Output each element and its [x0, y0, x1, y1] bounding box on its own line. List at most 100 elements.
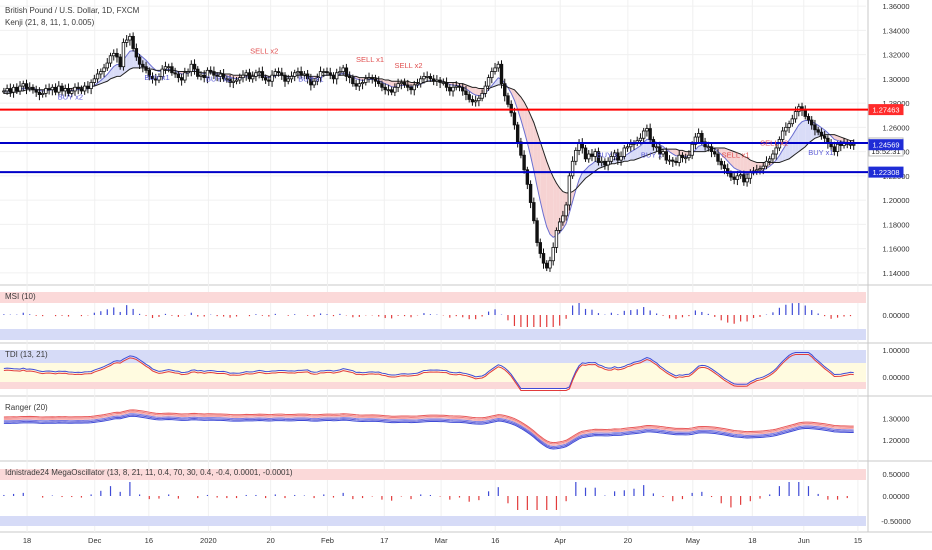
candle-body	[622, 147, 626, 157]
candle-body	[835, 143, 840, 152]
ranger-band	[3, 414, 854, 449]
ranger-band	[3, 415, 854, 450]
cloud-segment	[834, 134, 838, 141]
y-tick-label: 1.30000	[882, 75, 909, 84]
x-tick-label: 16	[491, 536, 499, 545]
signal-label: BUY x	[641, 151, 662, 160]
candle-body	[228, 78, 232, 83]
candle-body	[574, 149, 578, 162]
chart-title: British Pound / U.S. Dollar, 1D, FXCM	[5, 6, 140, 15]
candle-body	[305, 73, 310, 80]
candle-body	[557, 221, 562, 231]
ranger-band	[3, 410, 854, 445]
indicator-panes[interactable]: MSI (10) TDI (13, 21) Ranger (20) Idnistrad…	[0, 292, 866, 526]
candle-body	[470, 99, 475, 103]
cloud-segment	[789, 135, 793, 159]
price-tag	[868, 166, 904, 178]
candle-body	[745, 177, 749, 183]
zone-band	[0, 292, 866, 303]
y-tick-label: 1.20000	[882, 196, 909, 205]
candle-body	[147, 69, 151, 77]
candle-body	[196, 68, 200, 77]
candle-body	[619, 156, 623, 161]
candle-body	[603, 160, 607, 166]
x-tick-label: 18	[748, 536, 756, 545]
candle-body	[102, 67, 106, 72]
candle-body	[173, 72, 177, 75]
candle-body	[444, 82, 449, 88]
candle-body	[309, 78, 313, 86]
price-tag-time: 15:52:31	[871, 147, 900, 156]
candle-body	[270, 74, 274, 82]
signal-label: BUY x1	[144, 73, 169, 82]
candle-body	[596, 151, 601, 163]
candle-body	[250, 76, 255, 80]
cloud-segment	[549, 169, 554, 238]
candle-body	[208, 69, 213, 72]
price-pane[interactable]: BUY x2 BUY x1 BUY x2 SELL x2 BUY x1 SELL x1 SE…	[0, 32, 868, 272]
signal-label: BUY x2	[58, 92, 83, 101]
signal-label: SELL x2	[395, 61, 423, 70]
price-tag-label: 1.22308	[872, 168, 899, 177]
zone-band	[0, 516, 866, 526]
candle-body	[60, 85, 64, 92]
candle-body	[545, 262, 549, 269]
candle-body	[11, 86, 16, 93]
candle-body	[134, 48, 139, 58]
candle-body	[131, 35, 135, 49]
candle-body	[515, 124, 520, 143]
time-axis[interactable]: 18 Dec 16 2020 20 Feb 17 Mar 16 Apr 20 May 18 Jun 15	[23, 536, 862, 545]
candle-body	[105, 62, 109, 69]
candle-body	[322, 71, 326, 73]
candle-body	[393, 86, 397, 93]
price-tag-label: 1.27463	[872, 106, 899, 115]
candle-body	[593, 151, 597, 157]
candle-body	[638, 137, 643, 142]
candle-body	[24, 83, 29, 89]
candle-body	[335, 72, 339, 80]
candle-body	[399, 82, 404, 85]
x-tick-label: Jun	[798, 536, 810, 545]
price-axis[interactable]: 1.36000 1.34000 1.32000 1.30000 1.28000 1.260…	[868, 2, 911, 526]
candle-body	[328, 72, 332, 76]
candle-body	[276, 71, 281, 74]
candle-body	[144, 66, 148, 71]
tdi-line	[3, 352, 854, 389]
candle-body	[780, 130, 785, 140]
cloud-segment	[718, 147, 722, 155]
candle-body	[351, 77, 355, 85]
candle-body	[89, 82, 93, 89]
candle-body	[735, 175, 740, 180]
candle-body	[645, 128, 649, 132]
candle-body	[616, 152, 620, 161]
candle-body	[755, 169, 759, 172]
pane-title: MSI (10)	[5, 292, 36, 301]
candle-body	[212, 71, 216, 76]
cloud-segment	[837, 135, 841, 142]
candle-body	[137, 56, 142, 65]
signal-label: SELL x2	[760, 139, 788, 148]
candle-body	[641, 130, 646, 139]
price-tag-label: 1.24569	[872, 141, 899, 150]
candle-body	[448, 86, 452, 92]
candle-body	[477, 97, 481, 102]
candle-body	[599, 160, 604, 163]
cloud-segment	[495, 77, 499, 87]
y-tick-label: 0.00000	[882, 373, 909, 382]
zone-band	[0, 329, 866, 340]
candle-body	[454, 85, 458, 88]
candle-body	[28, 86, 32, 89]
candle-body	[512, 112, 517, 126]
y-tick-label: 1.30000	[882, 415, 909, 424]
candle-body	[76, 86, 80, 89]
cloud-segment	[727, 149, 731, 165]
candle-body	[548, 260, 552, 269]
cloud-segment	[675, 149, 680, 156]
candle-body	[347, 76, 352, 79]
candle-body	[199, 74, 203, 77]
candle-body	[283, 74, 287, 82]
candle-body	[186, 71, 190, 74]
y-tick-label: 1.14000	[882, 269, 909, 278]
candle-body	[806, 116, 811, 121]
candle-body	[577, 142, 581, 151]
